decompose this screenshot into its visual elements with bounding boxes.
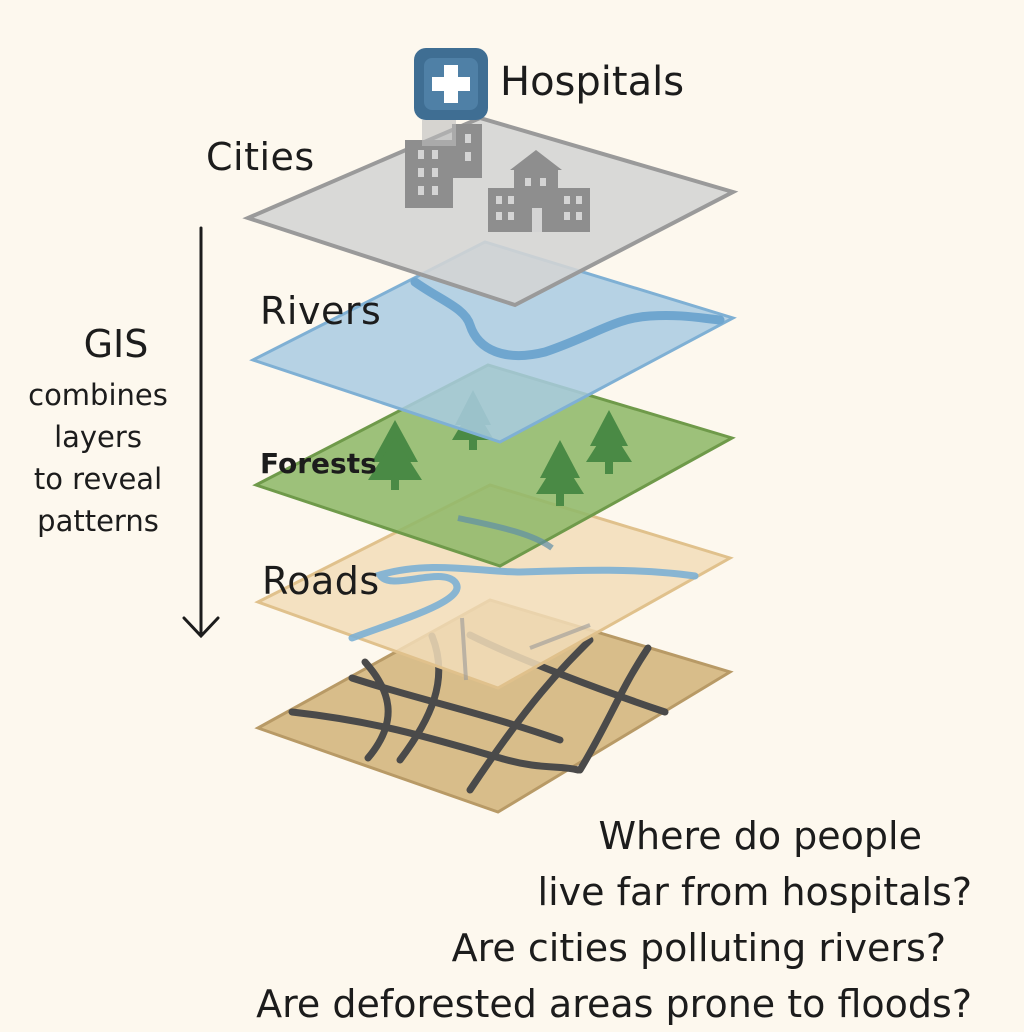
rivers-label: Rivers <box>260 289 382 333</box>
arrow-down-icon <box>182 226 220 639</box>
question-line: Where do people <box>598 814 922 858</box>
roads-label: Roads <box>262 559 380 603</box>
cities-label: Cities <box>206 135 315 179</box>
tree-icon <box>368 420 422 490</box>
question-line: Are cities polluting rivers? <box>451 926 946 970</box>
rivers-layer <box>249 240 737 444</box>
building-icon <box>488 150 590 232</box>
forests-layer <box>252 363 736 568</box>
forests-label: Forests <box>260 447 377 480</box>
gis-note-line: combines <box>28 378 168 412</box>
question-line: Are deforested areas prone to floods? <box>256 982 972 1026</box>
gis-note-line: to reveal <box>33 462 163 496</box>
hospital-cross-icon <box>414 48 488 120</box>
cities-layer <box>242 115 739 308</box>
questions-block: Where do people live far from hospitals?… <box>256 808 972 1032</box>
tree-icon <box>536 440 584 506</box>
river-path-roads <box>348 563 699 642</box>
building-icon <box>405 120 482 208</box>
river-path <box>410 277 725 360</box>
gis-title: GIS <box>83 322 149 366</box>
gis-note-line: layers <box>54 420 142 454</box>
hospitals-label: Hospitals <box>500 59 685 105</box>
gis-note: GIS combines layers to reveal patterns <box>10 322 186 542</box>
question-line: live far from hospitals? <box>537 870 972 914</box>
gis-note-line: patterns <box>37 504 159 538</box>
tree-icon <box>586 410 632 474</box>
